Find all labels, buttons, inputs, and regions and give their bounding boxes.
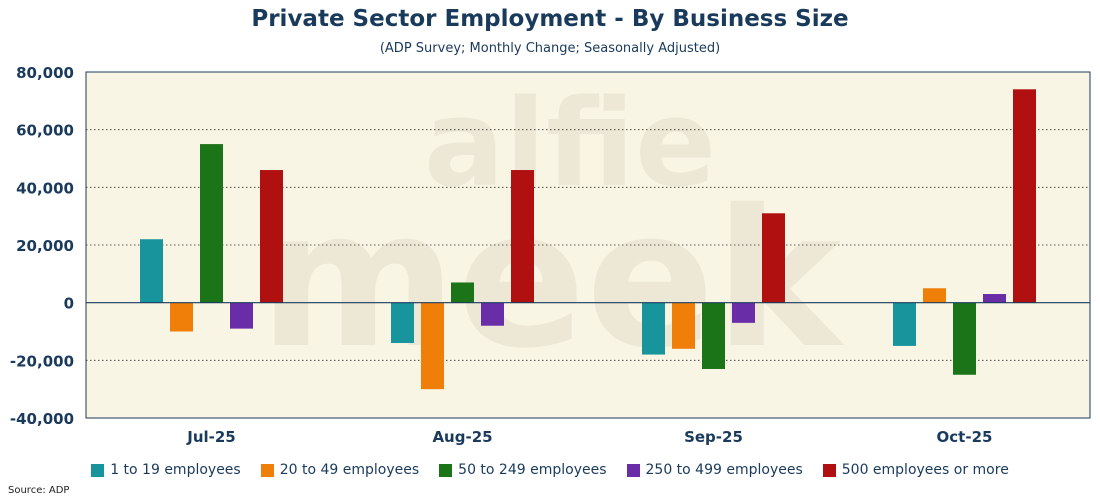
- legend-item: 250 to 499 employees: [626, 462, 803, 478]
- chart-plot: alfie meek 80,000 60,000 40,000 20,000 0 -20,…: [10, 64, 1091, 446]
- bar: [702, 302, 725, 369]
- legend-item: 20 to 49 employees: [260, 462, 420, 478]
- bar: [983, 294, 1006, 303]
- bar: [421, 302, 444, 390]
- legend-swatch: [260, 463, 274, 477]
- bar: [953, 302, 976, 375]
- y-tick-label: 80,000: [16, 64, 74, 82]
- bar: [451, 282, 474, 303]
- y-tick-label: 60,000: [16, 122, 74, 140]
- bar: [230, 302, 253, 329]
- bar: [260, 170, 283, 303]
- legend-label: 1 to 19 employees: [110, 462, 241, 478]
- y-tick-label: 20,000: [16, 237, 74, 255]
- bar: [732, 302, 755, 323]
- legend-item: 50 to 249 employees: [439, 462, 607, 478]
- x-tick-label: Sep-25: [684, 428, 743, 446]
- legend-item: 1 to 19 employees: [91, 462, 241, 478]
- bar: [642, 302, 665, 355]
- y-tick-label: -40,000: [10, 410, 74, 428]
- bar: [672, 302, 695, 349]
- watermark: alfie meek: [259, 75, 845, 390]
- legend-swatch: [626, 463, 640, 477]
- y-tick-label: 40,000: [16, 179, 74, 197]
- grid-lines: [86, 129, 1090, 361]
- legend-label: 50 to 249 employees: [458, 462, 607, 478]
- y-tick-label: -20,000: [10, 352, 74, 370]
- bars: [140, 89, 1036, 390]
- source-note: Source: ADP: [8, 485, 70, 496]
- bar: [391, 302, 414, 344]
- legend-swatch: [822, 463, 836, 477]
- watermark-line-2: meek: [259, 169, 845, 390]
- legend-swatch: [439, 463, 453, 477]
- watermark-line-1: alfie: [424, 75, 716, 214]
- legend-swatch: [91, 463, 105, 477]
- x-tick-label: Jul-25: [186, 428, 236, 446]
- legend-label: 20 to 49 employees: [279, 462, 420, 478]
- bar: [762, 213, 785, 303]
- bar: [481, 302, 504, 326]
- x-tick-label: Aug-25: [432, 428, 492, 446]
- bar: [1013, 89, 1036, 303]
- y-tick-label: 0: [64, 295, 74, 313]
- bar: [923, 288, 946, 303]
- legend-label: 500 employees or more: [841, 462, 1009, 478]
- legend: 1 to 19 employees 20 to 49 employees 50 to…: [0, 462, 1100, 478]
- legend-label: 250 to 499 employees: [645, 462, 803, 478]
- bar: [893, 302, 916, 346]
- legend-item: 500 employees or more: [822, 462, 1009, 478]
- bar: [140, 239, 163, 303]
- bar: [200, 144, 223, 303]
- bar: [170, 302, 193, 332]
- chart-title: Private Sector Employment - By Business …: [251, 6, 849, 32]
- axes: 80,000 60,000 40,000 20,000 0 -20,000 -40,000 J…: [10, 64, 1090, 446]
- bar: [511, 170, 534, 303]
- chart-subtitle: (ADP Survey; Monthly Change; Seasonally …: [379, 41, 721, 56]
- x-tick-label: Oct-25: [937, 428, 993, 446]
